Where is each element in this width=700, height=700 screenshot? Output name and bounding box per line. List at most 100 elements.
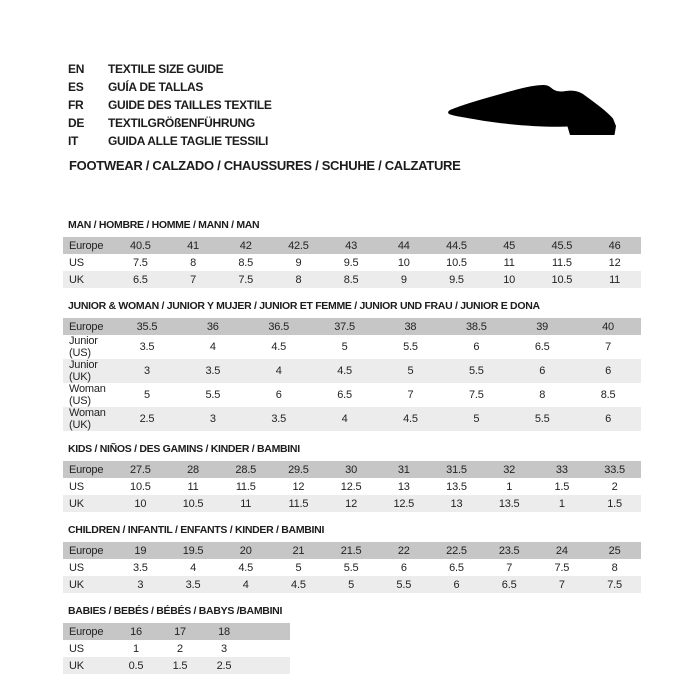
table-row: Europe 35.5 36 36.5 37.5 38 38.5 39 40 xyxy=(63,318,641,335)
size-value: 29.5 xyxy=(288,463,309,476)
size-value: 7.5 xyxy=(238,273,254,286)
row-label: Europe xyxy=(69,463,104,476)
size-value: 11.5 xyxy=(235,480,256,493)
size-value: 45 xyxy=(503,239,516,252)
language-label: GUÍA DE TALLAS xyxy=(108,80,204,94)
size-value: 6.5 xyxy=(501,578,517,591)
empty-cell xyxy=(246,640,290,657)
size-value: 19 xyxy=(134,544,147,557)
language-code: DE xyxy=(68,116,85,130)
size-value: 4 xyxy=(209,341,216,353)
size-value: 6.5 xyxy=(449,561,464,574)
size-value: 36 xyxy=(206,320,219,333)
size-value: 44.5 xyxy=(446,239,467,252)
size-value: 6 xyxy=(473,341,480,353)
size-value: 32 xyxy=(503,463,516,476)
row-label: UK xyxy=(69,497,84,510)
size-value: 11.5 xyxy=(288,497,309,510)
language-code: ES xyxy=(68,80,84,94)
size-value: 9 xyxy=(400,273,407,286)
size-value: 1 xyxy=(558,497,565,510)
size-value: 2.5 xyxy=(216,659,232,672)
size-value: 30 xyxy=(345,463,358,476)
size-value: 5 xyxy=(143,389,150,401)
size-value: 3.5 xyxy=(132,561,148,574)
size-value: 22.5 xyxy=(446,544,467,557)
size-value: 20 xyxy=(239,544,252,557)
size-section-babies: BABIES / BEBÉS / BÉBÉS / BABYS /BAMBINI E… xyxy=(63,605,641,674)
size-value: 1.5 xyxy=(607,497,622,510)
section-title: MAN / HOMBRE / HOMME / MANN / MAN xyxy=(68,219,260,231)
size-sections: MAN / HOMBRE / HOMME / MANN / MAN Europe 4… xyxy=(63,219,641,686)
size-value: 12 xyxy=(345,497,358,510)
size-value: 2.5 xyxy=(139,413,155,425)
size-table: Europe 19 19.5 20 21 21.5 22 22.5 23.5 24 25 US 3.5 4… xyxy=(63,542,641,593)
size-value: 22 xyxy=(397,544,410,557)
size-value: 5.5 xyxy=(403,341,418,353)
language-row: DE TEXTILGRÖßENFÜHRUNG xyxy=(68,114,272,132)
table-row: US 7.5 8 8.5 9 9.5 10 10.5 11 11.5 12 xyxy=(63,254,641,271)
size-value: 3 xyxy=(137,578,144,591)
size-table: Europe 16 17 18 US 1 2 3 UK 0.5 1.5 2.5 xyxy=(63,623,290,674)
size-value: 39 xyxy=(536,320,549,333)
table-row: Junior (UK) 3 3.5 4 4.5 5 5.5 6 6 xyxy=(63,359,641,383)
size-value: 8 xyxy=(190,256,196,269)
size-value: 4.5 xyxy=(291,578,306,591)
table-row: UK 0.5 1.5 2.5 xyxy=(63,657,290,674)
size-value: 11 xyxy=(609,273,621,286)
size-value: 12.5 xyxy=(340,480,362,493)
table-row: Woman (UK) 2.5 3 3.5 4 4.5 5 5.5 6 xyxy=(63,407,641,431)
size-value: 19.5 xyxy=(182,544,204,557)
size-table: Europe 27.5 28 28.5 29.5 30 31 31.5 32 33 33.5 US 10… xyxy=(63,461,641,512)
size-value: 43 xyxy=(345,239,358,252)
row-label: Europe xyxy=(69,625,104,638)
size-value: 1 xyxy=(506,480,513,493)
size-value: 2 xyxy=(177,642,183,655)
table-row: UK 10 10.5 11 11.5 12 12.5 13 13.5 1 1.5 xyxy=(63,495,641,512)
size-value: 33 xyxy=(555,463,568,476)
size-value: 17 xyxy=(174,625,186,638)
table-row: US 1 2 3 xyxy=(63,640,290,657)
size-value: 7.5 xyxy=(607,578,622,591)
size-value: 24 xyxy=(555,544,568,557)
row-label: UK xyxy=(69,659,84,672)
row-label: Woman (UK) xyxy=(69,407,106,431)
section-title: JUNIOR & WOMAN / JUNIOR Y MUJER / JUNIOR… xyxy=(68,300,540,312)
language-code: EN xyxy=(68,62,85,76)
size-value: 5 xyxy=(295,561,302,574)
size-value: 8 xyxy=(539,389,546,401)
language-row: EN TEXTILE SIZE GUIDE xyxy=(68,60,272,78)
size-value: 7.5 xyxy=(554,561,570,574)
size-value: 6 xyxy=(275,389,282,401)
table-row: US 3.5 4 4.5 5 5.5 6 6.5 7 7.5 8 xyxy=(63,559,641,576)
size-value: 4.5 xyxy=(337,365,352,377)
size-value: 5.5 xyxy=(534,413,550,425)
size-value: 3 xyxy=(209,413,216,425)
size-value: 4 xyxy=(190,561,196,574)
size-value: 10.5 xyxy=(551,273,573,286)
size-value: 3.5 xyxy=(185,578,201,591)
size-value: 13.5 xyxy=(498,497,520,510)
section-title: BABIES / BEBÉS / BÉBÉS / BABYS /BAMBINI xyxy=(68,605,283,617)
size-value: 35.5 xyxy=(136,320,158,333)
size-value: 6 xyxy=(539,365,546,377)
size-value: 5.5 xyxy=(343,561,359,574)
size-value: 25 xyxy=(608,544,621,557)
size-value: 1.5 xyxy=(172,659,188,672)
size-value: 42.5 xyxy=(288,239,309,252)
size-value: 3.5 xyxy=(139,341,155,353)
table-row: Europe 19 19.5 20 21 21.5 22 22.5 23.5 24 25 xyxy=(63,542,641,559)
language-label: GUIDA ALLE TAGLIE TESSILI xyxy=(108,134,269,148)
size-value: 13.5 xyxy=(446,480,467,493)
row-label: Europe xyxy=(69,320,104,333)
row-label: Junior (UK) xyxy=(69,359,98,383)
size-value: 41 xyxy=(187,239,199,252)
language-list: EN TEXTILE SIZE GUIDE ES GUÍA DE TALLAS FR GU… xyxy=(68,60,272,150)
row-label: Europe xyxy=(69,239,104,252)
row-label: US xyxy=(69,642,84,655)
size-table: Europe 40.5 41 42 42.5 43 44 44.5 45 45.5 46 US 7.5 8… xyxy=(63,237,641,288)
size-value: 38 xyxy=(404,320,417,333)
size-value: 7.5 xyxy=(132,256,148,269)
row-label: Junior (US) xyxy=(69,335,98,359)
size-value: 7.5 xyxy=(468,389,484,401)
